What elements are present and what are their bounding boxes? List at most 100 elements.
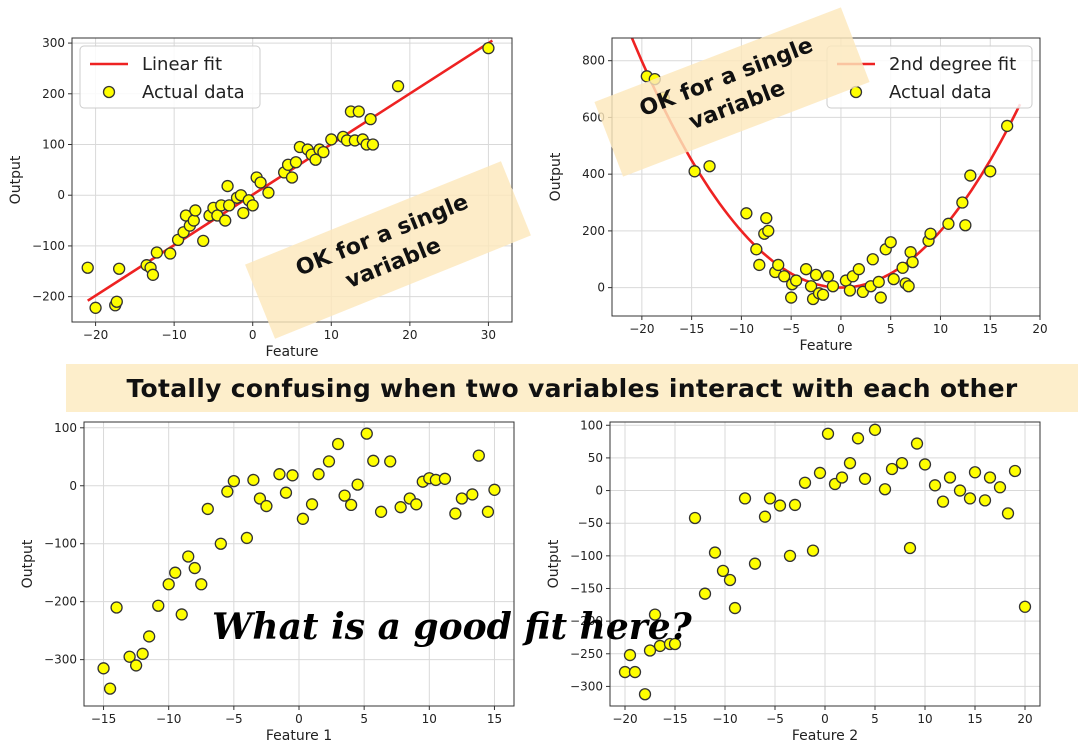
data-point (866, 253, 879, 266)
data-point (136, 647, 149, 660)
data-point (668, 637, 682, 651)
legend: Linear fit Actual data (79, 45, 261, 109)
tick-label-x: −5 (766, 712, 784, 726)
data-point (708, 546, 722, 559)
data-point (963, 492, 977, 505)
data-point (81, 261, 94, 274)
data-point (785, 291, 798, 304)
data-point (221, 179, 234, 193)
data-point (773, 499, 787, 512)
data-point (312, 468, 325, 481)
data-point (466, 488, 479, 501)
data-point (123, 650, 136, 663)
tick-label-x: 20 (1017, 712, 1032, 726)
data-point (760, 211, 773, 225)
x-axis-label: Feature 2 (792, 728, 858, 744)
tick-label-x: 0 (837, 322, 845, 336)
data-point (806, 544, 820, 557)
data-point (110, 295, 123, 308)
tick-label-x: 15 (487, 712, 502, 726)
data-point (821, 427, 835, 440)
data-point (906, 255, 919, 269)
data-point (201, 502, 214, 516)
data-point (150, 246, 164, 259)
tick-label-y: −300 (570, 679, 603, 693)
data-point (197, 234, 210, 248)
data-point (482, 41, 495, 55)
tick-label-y: 800 (582, 54, 605, 68)
data-point (322, 455, 336, 468)
data-point (942, 217, 955, 230)
data-point (394, 501, 407, 514)
y-axis-label: Output (548, 152, 564, 201)
tick-label-x: 0 (821, 712, 829, 726)
data-point (182, 550, 195, 563)
data-point (97, 662, 110, 675)
data-point (874, 291, 887, 304)
y-axis-label: Output (20, 539, 36, 588)
data-point (325, 133, 338, 146)
tick-label-x: −10 (161, 328, 186, 342)
data-point (813, 466, 827, 480)
data-point (868, 423, 882, 436)
data-point (956, 196, 969, 209)
data-point (750, 243, 763, 256)
data-point (367, 454, 380, 467)
tick-label-y: −300 (44, 653, 77, 667)
data-point (895, 456, 909, 470)
tick-label-x: 20 (402, 328, 417, 342)
data-point (623, 648, 637, 662)
data-point (826, 280, 840, 293)
tick-label-x: −10 (156, 712, 181, 726)
data-point (129, 659, 143, 672)
data-point (904, 246, 917, 259)
data-point (162, 578, 175, 591)
data-point (748, 557, 762, 570)
data-point (910, 437, 924, 450)
data-point (89, 301, 102, 314)
data-point (481, 505, 495, 518)
data-point (896, 261, 909, 274)
data-point (964, 169, 977, 182)
data-point (195, 578, 208, 591)
data-point (317, 145, 330, 159)
data-point (240, 531, 254, 545)
data-point (648, 608, 662, 621)
data-point (189, 204, 202, 217)
data-point (146, 268, 160, 281)
tick-label-y: −200 (32, 290, 65, 304)
data-point (728, 601, 742, 615)
data-point (978, 494, 992, 507)
legend-label: Actual data (142, 82, 245, 103)
tick-label-x: 10 (422, 712, 437, 726)
data-point (1008, 464, 1022, 478)
data-point (809, 268, 823, 282)
data-point (740, 207, 753, 220)
tick-label-x: 5 (887, 322, 895, 336)
data-point (384, 455, 397, 468)
data-point (788, 498, 802, 512)
data-point (778, 270, 791, 283)
tick-label-y: 0 (597, 281, 605, 295)
tick-label-x: 15 (983, 322, 998, 336)
tick-label-y: −200 (570, 614, 603, 628)
data-point (214, 537, 227, 550)
tick-label-y: −50 (578, 516, 603, 530)
x-axis-label: Feature (800, 338, 853, 354)
tick-label-y: 300 (42, 36, 65, 50)
data-point (344, 498, 358, 512)
data-point (273, 468, 286, 481)
data-point (366, 138, 380, 151)
tick-label-x: −20 (629, 322, 654, 336)
y-axis-label: Output (8, 155, 24, 204)
data-point (618, 665, 632, 679)
data-point (360, 427, 373, 440)
tick-label-x: 10 (933, 322, 948, 336)
data-point (878, 483, 892, 496)
chart-3: −15 −10 −5 0 5 10 15 −300 −200 −100 0 100 Feature 1 O… (20, 421, 515, 744)
data-point (851, 432, 865, 445)
data-point (843, 456, 857, 470)
data-point (821, 270, 835, 283)
tick-label-y: −100 (44, 537, 77, 551)
tick-label-x: 0 (295, 712, 303, 726)
